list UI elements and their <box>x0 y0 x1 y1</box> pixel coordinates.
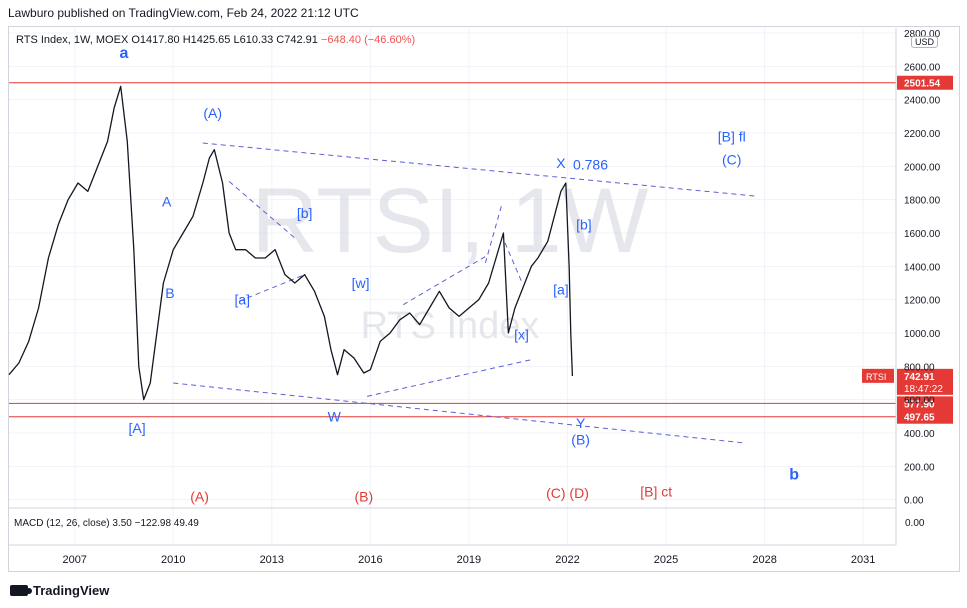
wave-label-blue: (B) <box>571 432 590 448</box>
x-tick-label: 2025 <box>654 554 678 566</box>
y-tick-label: 1400.00 <box>904 262 941 273</box>
wave-label-blue: [a] <box>234 292 250 308</box>
y-tick-label: 2000.00 <box>904 162 941 173</box>
dashed-trendline <box>484 204 503 264</box>
level-tag <box>897 396 953 411</box>
dashed-trendline <box>173 382 745 444</box>
watermark: RTSI, 1W RTS Index <box>251 170 648 347</box>
trendlines <box>173 142 759 444</box>
level-tag <box>897 409 953 424</box>
y-tick-label: 1800.00 <box>904 196 941 207</box>
wave-label-blue: b <box>789 467 799 484</box>
grid <box>9 28 896 545</box>
wave-label-blue: a <box>120 45 129 62</box>
x-tick-label: 2007 <box>62 554 86 566</box>
price-line <box>8 85 574 401</box>
symbol-info: RTS Index, 1W, MOEX O1417.80 H1425.65 L6… <box>16 34 415 46</box>
x-tick-label: 2031 <box>851 554 875 566</box>
watermark-ticker: RTSI, 1W <box>251 170 648 272</box>
tradingview-logo-icon <box>10 585 32 596</box>
wave-label-blue: (C) <box>722 152 741 168</box>
dashed-trendline <box>504 242 522 282</box>
macd-axis-zero: 0.00 <box>905 518 925 529</box>
wave-label-red: [B] ct <box>640 483 672 499</box>
wave-label-blue: [b] <box>576 217 592 233</box>
wave-label-red: (C) (D) <box>546 485 589 501</box>
y-tick-label: 1000.00 <box>904 329 941 340</box>
level-lines: 2501.54 577.90 497.65 <box>9 75 953 424</box>
symbol-ohlc: RTS Index, 1W, MOEX O1417.80 H1425.65 L6… <box>16 34 318 46</box>
level-tag <box>897 75 953 90</box>
macd-label: MACD (12, 26, close) 3.50 −122.98 49.49 <box>14 518 199 529</box>
x-tick-label: 2022 <box>555 554 579 566</box>
tradingview-logo[interactable]: TradingView <box>10 583 109 598</box>
level-tag-label: 2501.54 <box>904 79 941 90</box>
dashed-trendline <box>228 180 296 239</box>
x-tick-label: 2013 <box>260 554 284 566</box>
time-axis[interactable]: 2007 2010 2013 2016 2019 2022 2025 2028 2031 <box>9 544 896 566</box>
wave-label-blue: Y <box>576 415 586 431</box>
y-tick-label: 1200.00 <box>904 296 941 307</box>
level-tag-label: 577.90 <box>904 399 935 410</box>
currency-badge[interactable]: USD <box>911 36 939 48</box>
y-tick-label: 400.00 <box>904 429 935 440</box>
chart-frame[interactable] <box>8 26 960 572</box>
current-price-tag <box>897 368 953 395</box>
x-tick-label: 2028 <box>752 554 776 566</box>
wave-label-blue: A <box>162 193 172 209</box>
y-tick-label: 0.00 <box>904 496 924 507</box>
wave-label-blue: 0.786 <box>573 157 608 173</box>
wave-label-blue: [w] <box>352 275 370 291</box>
wave-label-blue: (A) <box>203 105 222 121</box>
wave-label-red: (B) <box>354 488 373 504</box>
y-tick-label: 800.00 <box>904 362 935 373</box>
x-tick-label: 2016 <box>358 554 382 566</box>
wave-label-blue: [B] fl <box>718 128 746 144</box>
y-tick-label: 600.00 <box>904 396 935 407</box>
wave-label-red: (A) <box>190 488 209 504</box>
wave-label-blue: W <box>328 408 342 424</box>
dashed-trendline <box>202 142 759 197</box>
y-tick-label: 2200.00 <box>904 129 941 140</box>
wave-label-blue: [b] <box>297 205 313 221</box>
y-tick-label: 2400.00 <box>904 96 941 107</box>
wave-label-blue: [A] <box>129 420 146 436</box>
price-axis[interactable]: 0.00 200.00 400.00 600.00 800.00 1000.00 1200.… <box>895 28 941 545</box>
dashed-trendline <box>366 359 532 397</box>
current-price-value: 742.91 <box>904 372 935 383</box>
wave-label-blue: [a] <box>553 282 569 298</box>
current-price-countdown: 18:47:22 <box>904 384 943 395</box>
macd-pane: MACD (12, 26, close) 3.50 −122.98 49.49 … <box>9 507 925 529</box>
wave-labels: a(A)AB [a][b][w]W[A][x]X 0.786[b][a]Y(B)[B… <box>120 45 800 504</box>
x-tick-label: 2019 <box>457 554 481 566</box>
watermark-name: RTS Index <box>361 305 540 347</box>
y-tick-label: 200.00 <box>904 462 935 473</box>
level-tag-label: 497.65 <box>904 413 935 424</box>
wave-label-blue: X <box>556 155 566 171</box>
wave-label-blue: [x] <box>514 327 529 343</box>
x-tick-label: 2010 <box>161 554 185 566</box>
symbol-tag <box>862 368 894 383</box>
publisher-line: Lawburo published on TradingView.com, Fe… <box>8 6 359 20</box>
symbol-change: −648.40 (−46.60%) <box>320 34 416 46</box>
tradingview-logo-text: TradingView <box>33 583 110 598</box>
dashed-trendline <box>238 274 305 302</box>
symbol-tag-label: RTSI <box>866 372 886 382</box>
wave-label-blue: B <box>165 285 174 301</box>
y-tick-label: 2800.00 <box>904 29 941 40</box>
y-tick-label: 2600.00 <box>904 62 941 73</box>
dashed-trendline <box>402 254 489 306</box>
y-tick-label: 1600.00 <box>904 229 941 240</box>
